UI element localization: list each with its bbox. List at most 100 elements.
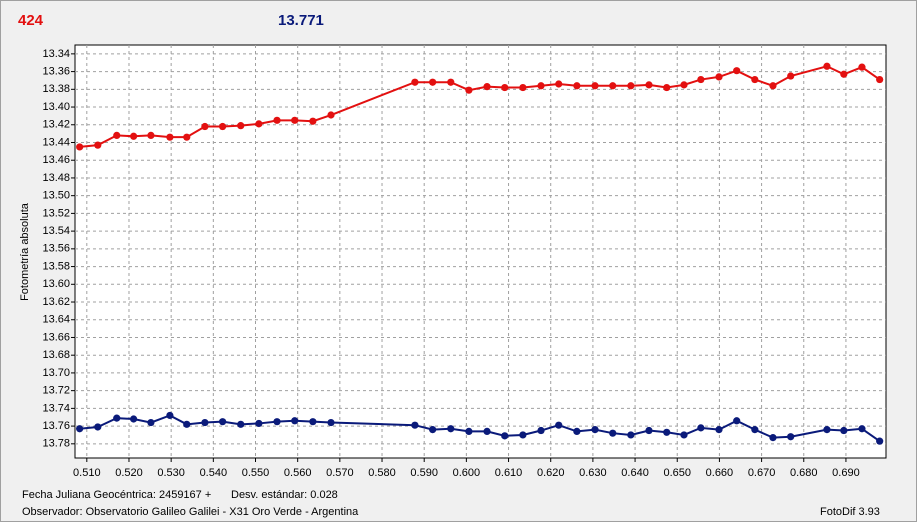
x-tick-label: 0.650 — [663, 467, 691, 479]
data-point — [429, 78, 437, 86]
data-point — [166, 133, 174, 141]
data-point — [627, 431, 635, 439]
y-tick-label: 13.50 — [42, 190, 70, 202]
data-point — [273, 116, 281, 124]
data-point — [751, 75, 759, 84]
data-point — [840, 426, 848, 435]
data-point — [309, 117, 317, 125]
data-point — [147, 418, 155, 427]
data-point — [465, 86, 473, 94]
data-point — [555, 80, 563, 88]
x-tick-label: 0.580 — [368, 467, 396, 479]
data-point — [645, 426, 653, 435]
magnitude: 13.771 — [278, 12, 324, 29]
version-label: FotoDif 3.93 — [820, 506, 880, 518]
x-tick-label: 0.640 — [621, 467, 649, 479]
std-label: Desv. estándar: 0.028 — [231, 489, 338, 501]
y-tick-label: 13.42 — [42, 119, 70, 131]
x-tick-label: 0.510 — [73, 467, 101, 479]
data-point — [219, 122, 227, 131]
y-tick-label: 13.48 — [42, 172, 70, 184]
x-tick-label: 0.590 — [410, 467, 438, 479]
data-point — [680, 81, 688, 89]
data-point — [858, 63, 866, 71]
data-point — [147, 131, 155, 139]
data-point — [76, 143, 84, 151]
data-point — [876, 75, 884, 84]
data-point — [787, 72, 795, 80]
y-tick-label: 13.64 — [42, 314, 70, 326]
data-point — [237, 420, 245, 428]
plot-area — [74, 44, 887, 459]
x-tick-label: 0.560 — [284, 467, 312, 479]
data-point — [113, 414, 121, 422]
y-tick-label: 13.66 — [42, 331, 70, 343]
data-point — [237, 122, 245, 130]
data-point — [573, 427, 581, 436]
data-point — [201, 122, 209, 131]
data-point — [840, 70, 848, 78]
y-tick-label: 13.34 — [42, 48, 70, 60]
x-tick-label: 0.690 — [832, 467, 860, 479]
x-tick-label: 0.530 — [157, 467, 185, 479]
x-tick-label: 0.550 — [242, 467, 270, 479]
data-point — [591, 82, 599, 90]
y-tick-label: 13.44 — [42, 136, 70, 148]
data-point — [201, 418, 209, 427]
data-point — [219, 418, 227, 426]
data-point — [733, 67, 741, 75]
y-tick-label: 13.76 — [42, 420, 70, 432]
data-point — [429, 426, 437, 434]
y-tick-label: 13.74 — [42, 402, 70, 414]
data-point — [183, 133, 191, 141]
data-point — [483, 427, 491, 436]
data-point — [627, 82, 635, 90]
data-point — [715, 73, 723, 81]
y-tick-label: 13.78 — [42, 438, 70, 450]
y-tick-label: 13.62 — [42, 296, 70, 308]
data-point — [519, 83, 527, 92]
x-tick-label: 0.620 — [537, 467, 565, 479]
data-point — [697, 75, 705, 84]
y-tick-label: 13.72 — [42, 385, 70, 397]
data-point — [876, 437, 884, 445]
data-point — [519, 431, 527, 439]
x-tick-label: 0.610 — [495, 467, 523, 479]
data-point — [411, 78, 419, 86]
data-point — [447, 78, 455, 86]
data-point — [273, 418, 281, 426]
y-tick-label: 13.40 — [42, 101, 70, 113]
y-tick-label: 13.54 — [42, 225, 70, 237]
data-point — [76, 425, 84, 433]
data-point — [715, 426, 723, 434]
data-point — [166, 411, 174, 420]
data-point — [94, 141, 102, 149]
data-point — [130, 132, 138, 140]
data-point — [411, 421, 419, 429]
y-tick-label: 13.68 — [42, 349, 70, 361]
data-point — [255, 419, 263, 428]
data-point — [787, 433, 795, 441]
data-point — [537, 82, 545, 90]
data-point — [447, 425, 455, 433]
y-tick-label: 13.70 — [42, 367, 70, 379]
star-id: 424 — [18, 12, 44, 29]
data-point — [609, 429, 617, 437]
data-point — [465, 427, 473, 436]
x-tick-label: 0.570 — [326, 467, 354, 479]
x-tick-label: 0.630 — [579, 467, 607, 479]
data-point — [501, 432, 509, 440]
x-tick-label: 0.680 — [790, 467, 818, 479]
y-tick-label: 13.36 — [42, 65, 70, 77]
y-tick-label: 13.60 — [42, 278, 70, 290]
data-point — [327, 418, 335, 427]
data-point — [537, 426, 545, 435]
data-point — [113, 131, 121, 139]
data-point — [769, 82, 777, 90]
data-point — [573, 82, 581, 90]
x-tick-label: 0.660 — [706, 467, 734, 479]
y-tick-label: 13.52 — [42, 207, 70, 219]
y-tick-label: 13.56 — [42, 243, 70, 255]
data-point — [255, 120, 263, 128]
